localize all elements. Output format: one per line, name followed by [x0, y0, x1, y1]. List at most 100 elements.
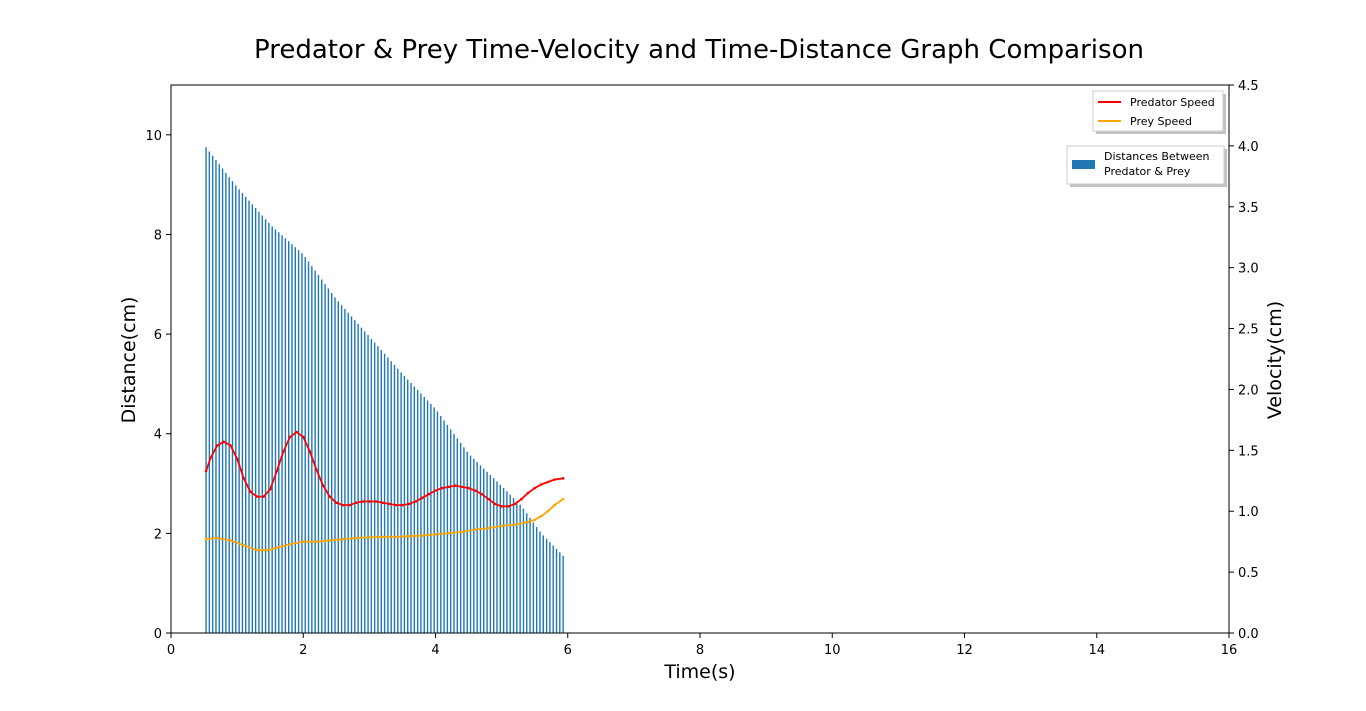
series-point [301, 540, 305, 543]
series-point [493, 502, 497, 506]
series-point [321, 484, 325, 487]
series-point [255, 495, 259, 498]
distance-bar [542, 535, 544, 633]
series-point [540, 514, 543, 518]
series-point [255, 548, 259, 552]
distance-bar [492, 478, 495, 633]
series-point [506, 505, 510, 508]
right-y-axis-label: Velocity(cm) [1264, 301, 1286, 419]
distance-bar [516, 501, 518, 633]
distance-bar [241, 193, 244, 634]
x-tick-label: 6 [564, 643, 572, 658]
distance-bar [235, 185, 237, 633]
distance-bar [327, 288, 330, 633]
distance-bar [383, 353, 386, 633]
distance-bar [559, 552, 561, 633]
series-point [414, 500, 417, 503]
series-point [204, 537, 208, 541]
y-right-tick-label: 2.0 [1238, 383, 1259, 398]
series-point [467, 486, 470, 490]
distance-bar [407, 379, 409, 633]
series-point [420, 496, 424, 500]
distance-bar [446, 424, 449, 633]
distance-bar [545, 538, 548, 633]
distance-bar [364, 331, 366, 633]
distance-bar [324, 283, 326, 633]
distance-bar [526, 513, 528, 633]
distance-bar [413, 386, 416, 633]
legend-distance: Distances Between Predator & Prey [1066, 145, 1227, 187]
y-left-tick-label: 10 [145, 129, 162, 144]
distance-bar [347, 312, 349, 633]
distance-bar [410, 383, 412, 633]
x-axis-label: Time(s) [663, 661, 735, 683]
series-point [215, 444, 219, 447]
series-point [500, 505, 503, 508]
series-point [341, 503, 345, 507]
series-point [295, 430, 298, 434]
series-point [526, 520, 530, 524]
series-point [262, 495, 265, 498]
distance-bar [373, 342, 376, 633]
distance-bar [506, 491, 508, 633]
y-right-tick-label: 4.0 [1238, 140, 1259, 155]
distance-bar [370, 338, 373, 633]
distance-bar [512, 497, 515, 633]
distance-bar [456, 438, 459, 633]
distance-bar [440, 415, 442, 633]
x-tick-label: 4 [431, 643, 439, 658]
series-point [308, 450, 312, 453]
series-point [540, 483, 543, 486]
series-point [222, 440, 226, 444]
distance-bar [258, 211, 260, 634]
legend-prey-label: Prey Speed [1130, 115, 1192, 128]
series-point [209, 456, 212, 459]
y-right-tick-label: 2.5 [1238, 323, 1259, 338]
series-point [275, 469, 279, 473]
distance-bar [397, 368, 399, 633]
legend-distance-label-line: Predator & Prey [1104, 165, 1191, 178]
series-point [513, 523, 517, 526]
series-point [242, 477, 246, 480]
series-point [480, 492, 484, 496]
series-point [249, 490, 252, 494]
y-left-tick-label: 4 [154, 428, 162, 443]
series-point [387, 502, 391, 506]
series-point [275, 546, 279, 550]
series-point [374, 500, 378, 503]
series-point [394, 535, 398, 539]
distance-bar [215, 159, 217, 634]
series-point [440, 486, 444, 490]
y-right-tick-label: 3.0 [1238, 262, 1259, 277]
x-tick-label: 2 [299, 643, 307, 658]
distance-bar [254, 208, 257, 634]
distance-bar [278, 232, 280, 633]
distance-bar [205, 147, 207, 633]
distance-bar [301, 253, 303, 633]
series-point [407, 502, 411, 506]
legend-distance-label-line: Distances Between [1104, 150, 1209, 163]
series-point [368, 500, 371, 503]
distance-bar [479, 465, 482, 633]
distance-bar [311, 266, 313, 633]
series-point [434, 533, 437, 536]
series-point [434, 489, 437, 492]
distance-bar [426, 400, 429, 633]
distance-bar [314, 270, 316, 633]
distance-bar [248, 200, 250, 633]
y-left-tick-label: 2 [154, 527, 162, 542]
distance-bar [532, 522, 535, 633]
x-tick-label: 0 [167, 643, 175, 658]
series-point [368, 536, 371, 539]
distance-bar [522, 508, 525, 633]
distance-bar [261, 215, 263, 633]
series-point [447, 485, 451, 489]
distance-bar [423, 396, 425, 633]
series-point [315, 540, 318, 543]
distance-bar [321, 279, 323, 633]
speed-lines [204, 430, 565, 552]
distance-bar [268, 223, 270, 633]
distance-bar [245, 196, 247, 633]
legend-speed: Predator Speed Prey Speed [1092, 90, 1226, 134]
distance-bar [476, 462, 478, 633]
